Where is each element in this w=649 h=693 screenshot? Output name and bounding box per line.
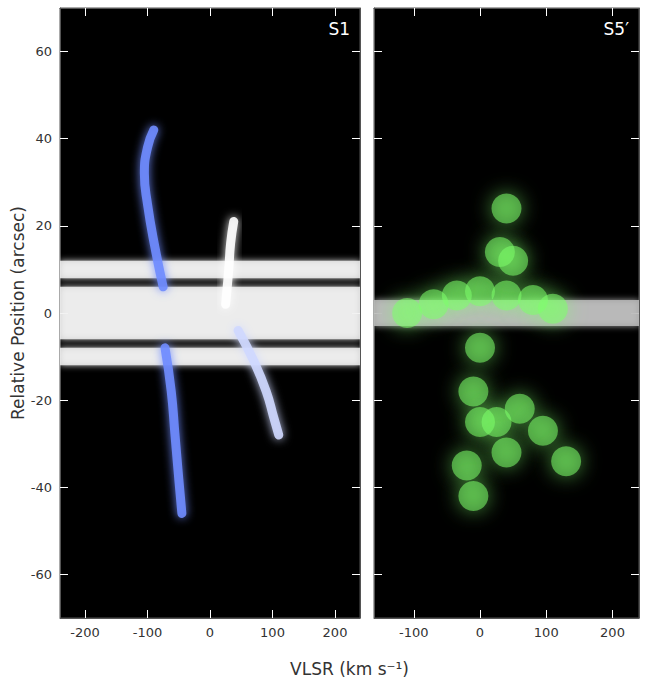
svg-text:40: 40 bbox=[35, 131, 52, 146]
svg-text:-100: -100 bbox=[133, 625, 163, 640]
svg-text:100: 100 bbox=[260, 625, 285, 640]
svg-text:-20: -20 bbox=[31, 393, 52, 408]
svg-text:0: 0 bbox=[44, 306, 52, 321]
svg-text:-40: -40 bbox=[31, 480, 52, 495]
svg-text:-200: -200 bbox=[70, 625, 100, 640]
svg-text:0: 0 bbox=[206, 625, 214, 640]
svg-text:VLSR (km s⁻¹): VLSR (km s⁻¹) bbox=[290, 659, 409, 679]
svg-text:0: 0 bbox=[476, 625, 484, 640]
svg-text:Relative Position (arcsec): Relative Position (arcsec) bbox=[8, 206, 28, 420]
svg-text:-100: -100 bbox=[399, 625, 429, 640]
svg-text:20: 20 bbox=[35, 218, 52, 233]
svg-text:100: 100 bbox=[534, 625, 559, 640]
svg-text:-60: -60 bbox=[31, 567, 52, 582]
svg-text:200: 200 bbox=[323, 625, 348, 640]
svg-text:S5′: S5′ bbox=[604, 19, 630, 39]
svg-text:S1: S1 bbox=[328, 19, 350, 39]
svg-text:60: 60 bbox=[35, 44, 52, 59]
svg-text:200: 200 bbox=[600, 625, 625, 640]
